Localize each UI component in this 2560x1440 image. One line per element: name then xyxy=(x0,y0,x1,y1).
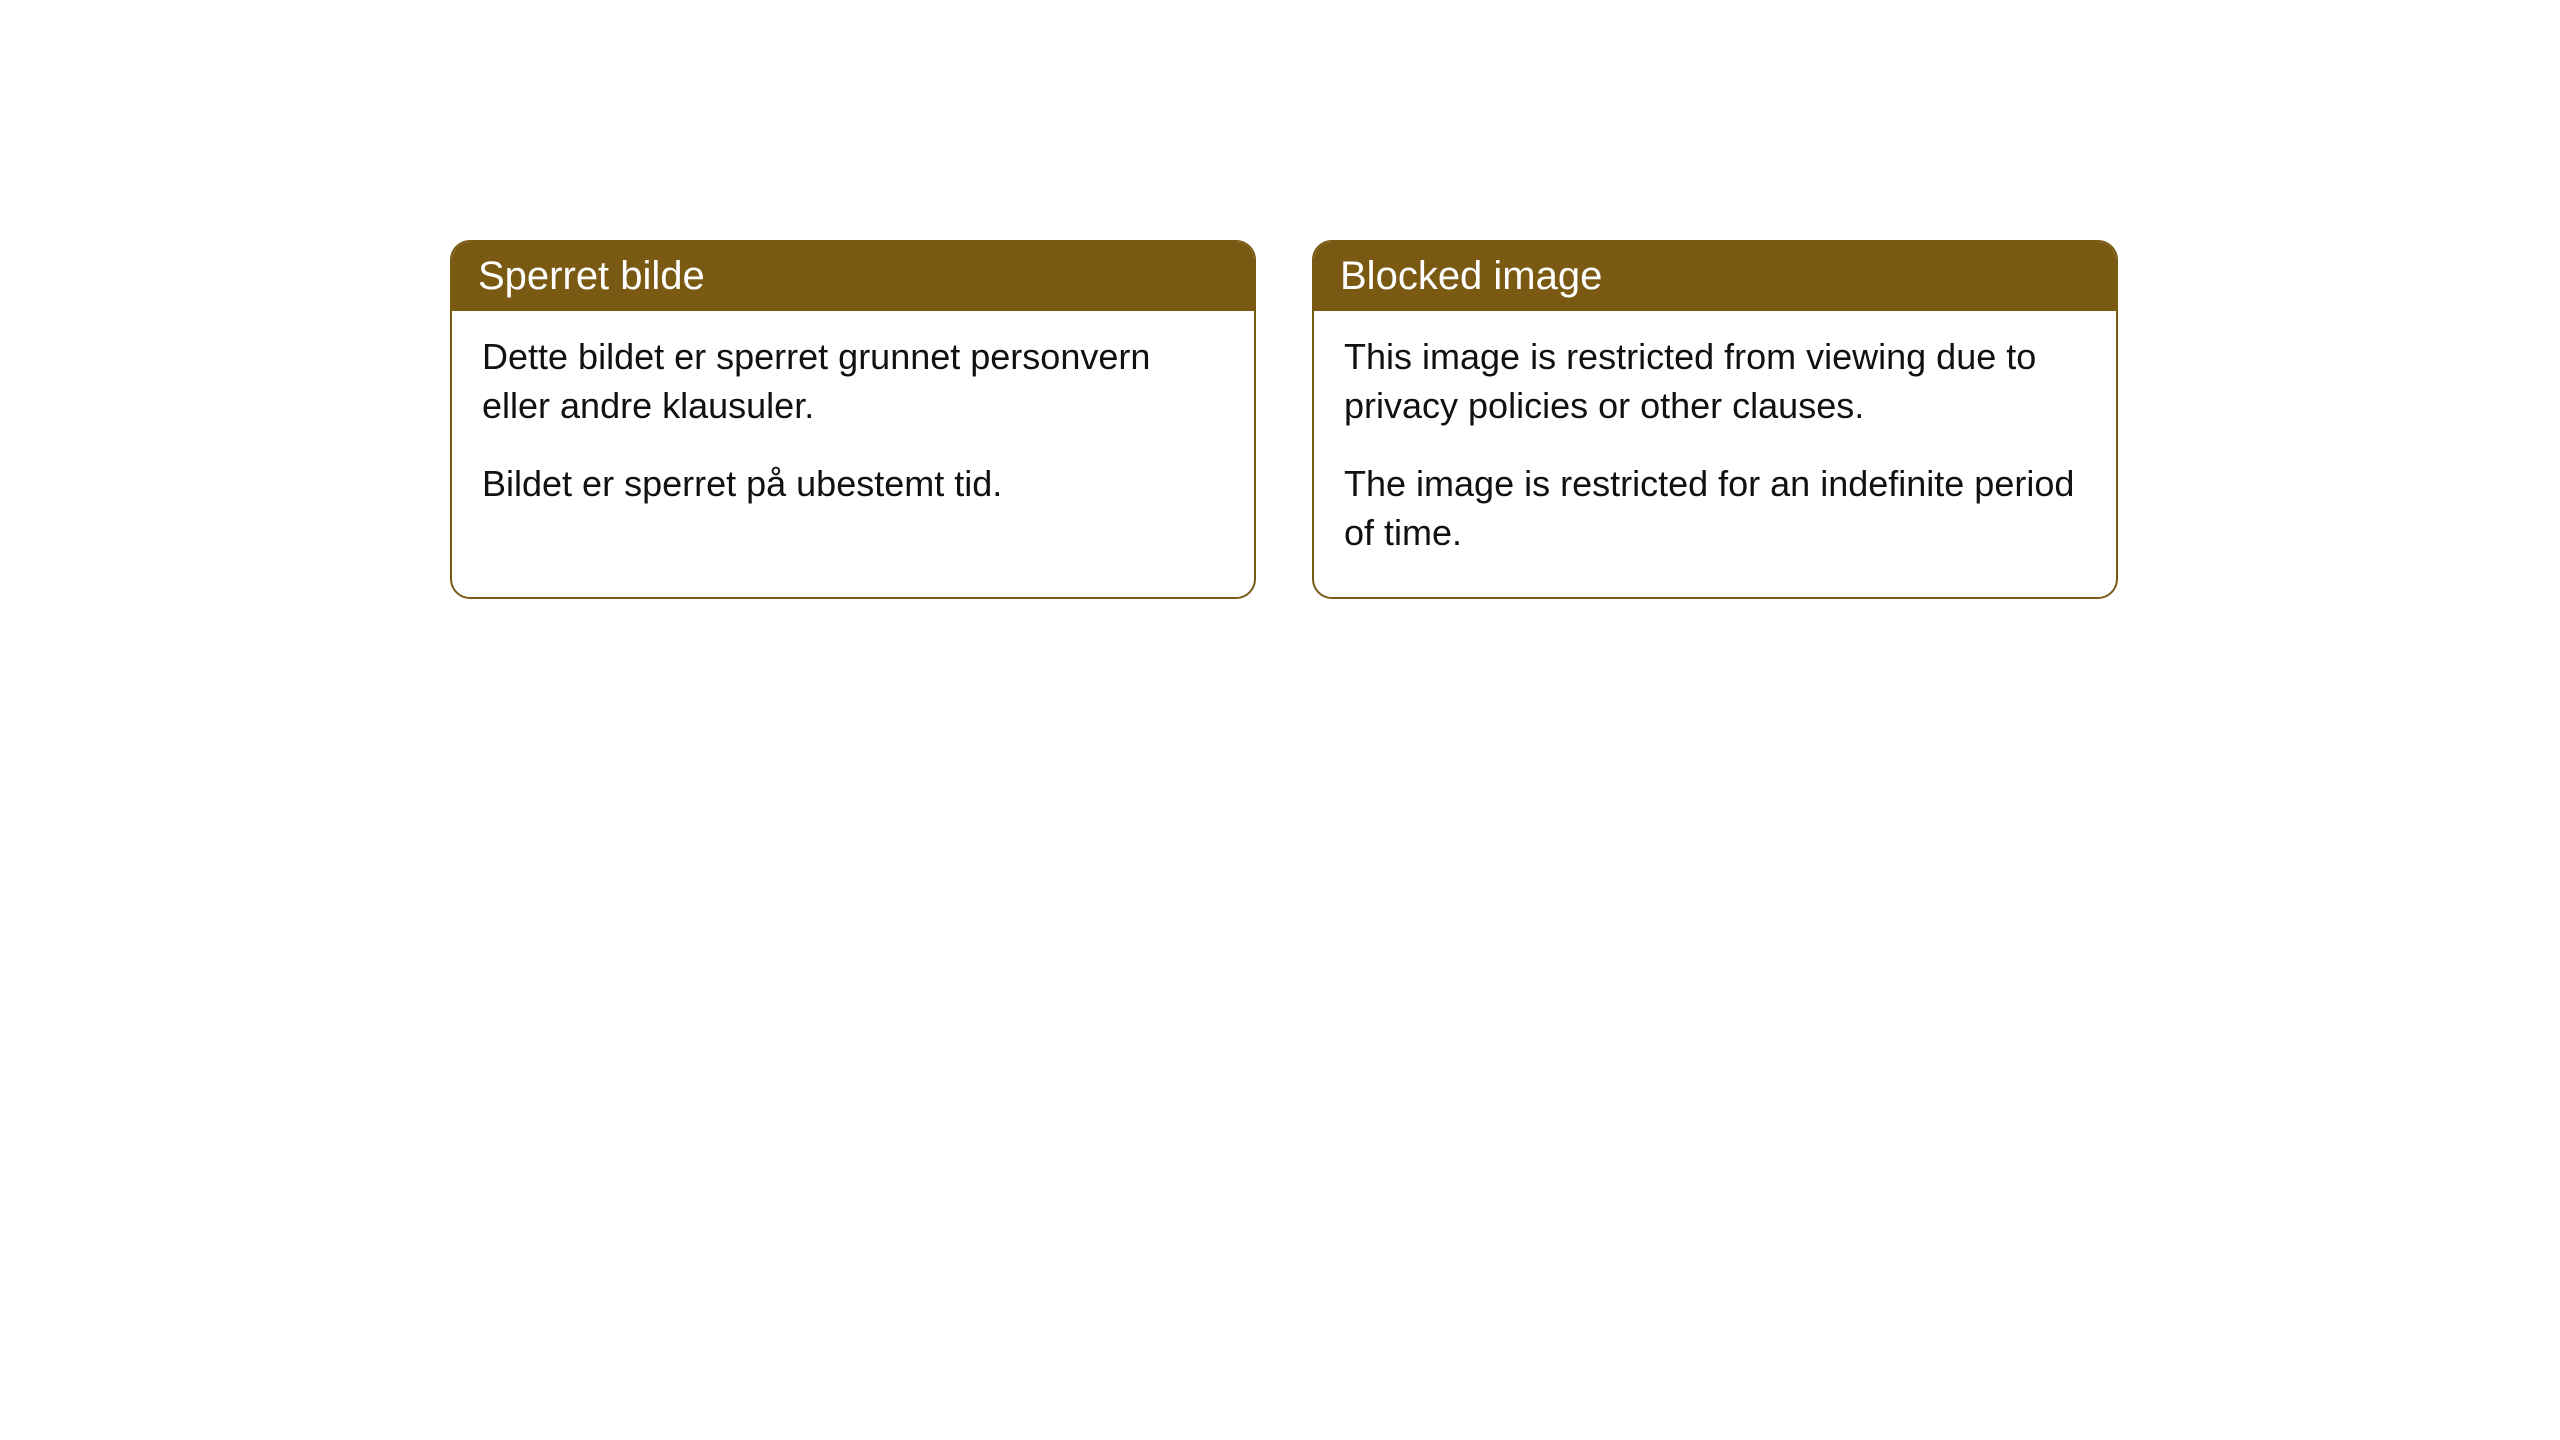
card-title-en: Blocked image xyxy=(1340,254,1602,298)
card-body-en: This image is restricted from viewing du… xyxy=(1314,311,2116,597)
card-title-no: Sperret bilde xyxy=(478,254,705,298)
blocked-image-card-en: Blocked image This image is restricted f… xyxy=(1312,240,2118,599)
card-body-no: Dette bildet er sperret grunnet personve… xyxy=(452,311,1254,549)
card-paragraph-no-2: Bildet er sperret på ubestemt tid. xyxy=(482,460,1224,509)
notice-cards-container: Sperret bilde Dette bildet er sperret gr… xyxy=(450,240,2118,599)
card-header-en: Blocked image xyxy=(1314,242,2116,311)
card-header-no: Sperret bilde xyxy=(452,242,1254,311)
card-paragraph-no-1: Dette bildet er sperret grunnet personve… xyxy=(482,333,1224,430)
blocked-image-card-no: Sperret bilde Dette bildet er sperret gr… xyxy=(450,240,1256,599)
card-paragraph-en-2: The image is restricted for an indefinit… xyxy=(1344,460,2086,557)
card-paragraph-en-1: This image is restricted from viewing du… xyxy=(1344,333,2086,430)
